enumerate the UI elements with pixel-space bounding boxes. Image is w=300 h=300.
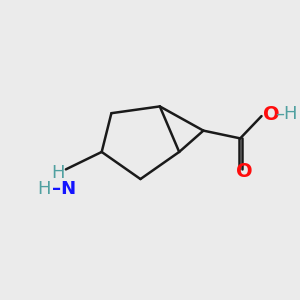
Text: O: O — [236, 162, 252, 181]
Text: H: H — [51, 164, 65, 182]
Text: –N: –N — [52, 180, 76, 198]
Text: –H: –H — [275, 105, 298, 123]
Text: O: O — [263, 105, 280, 124]
Text: H: H — [37, 180, 50, 198]
